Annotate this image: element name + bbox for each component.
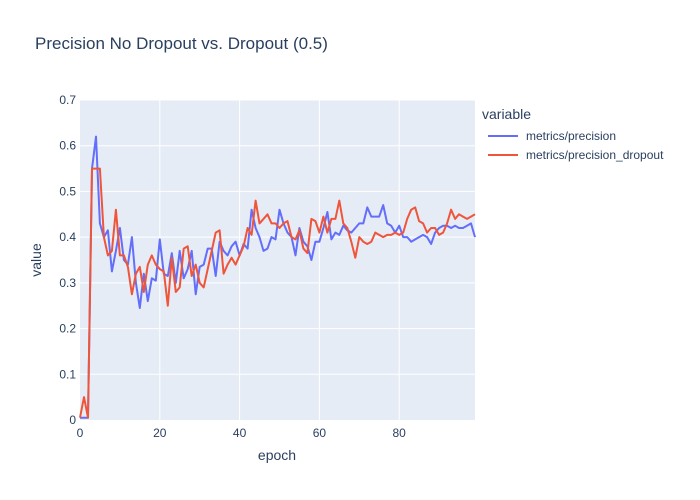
legend-label-precision-dropout: metrics/precision_dropout [526, 147, 664, 162]
legend: variable metrics/precision metrics/preci… [482, 106, 663, 164]
plot-background [80, 100, 475, 420]
x-tick-label: 0 [77, 426, 84, 440]
x-tick-labels: 0 20 40 60 80 [77, 426, 407, 440]
legend-swatch-precision [488, 134, 518, 137]
legend-swatch-precision-dropout [488, 153, 518, 156]
y-tick-label: 0.1 [59, 367, 76, 381]
x-tick-label: 80 [393, 426, 407, 440]
y-tick-label: 0.5 [59, 184, 76, 198]
y-axis-title: value [28, 243, 44, 277]
series-line-precision-dropout[interactable] [79, 167, 476, 419]
chart-title: Precision No Dropout vs. Dropout (0.5) [35, 34, 328, 53]
x-tick-label: 60 [313, 426, 327, 440]
legend-label-precision: metrics/precision [526, 128, 617, 143]
legend-title: variable [482, 106, 532, 122]
x-tick-label: 40 [233, 426, 247, 440]
y-tick-label: 0.7 [59, 93, 76, 107]
legend-item-precision-dropout[interactable]: metrics/precision_dropout [482, 145, 663, 164]
y-tick-label: 0.6 [59, 139, 76, 153]
y-tick-label: 0.4 [59, 230, 76, 244]
y-tick-labels: 0 0.1 0.2 0.3 0.4 0.5 0.6 0.7 [59, 93, 76, 427]
y-tick-label: 0.3 [59, 276, 76, 290]
y-tick-label: 0 [69, 413, 76, 427]
gridlines [80, 99, 475, 420]
y-tick-label: 0.2 [59, 322, 76, 336]
series-lines [79, 135, 476, 419]
x-axis-title: epoch [258, 447, 296, 463]
legend-item-precision[interactable]: metrics/precision [482, 126, 663, 145]
x-tick-label: 20 [153, 426, 167, 440]
